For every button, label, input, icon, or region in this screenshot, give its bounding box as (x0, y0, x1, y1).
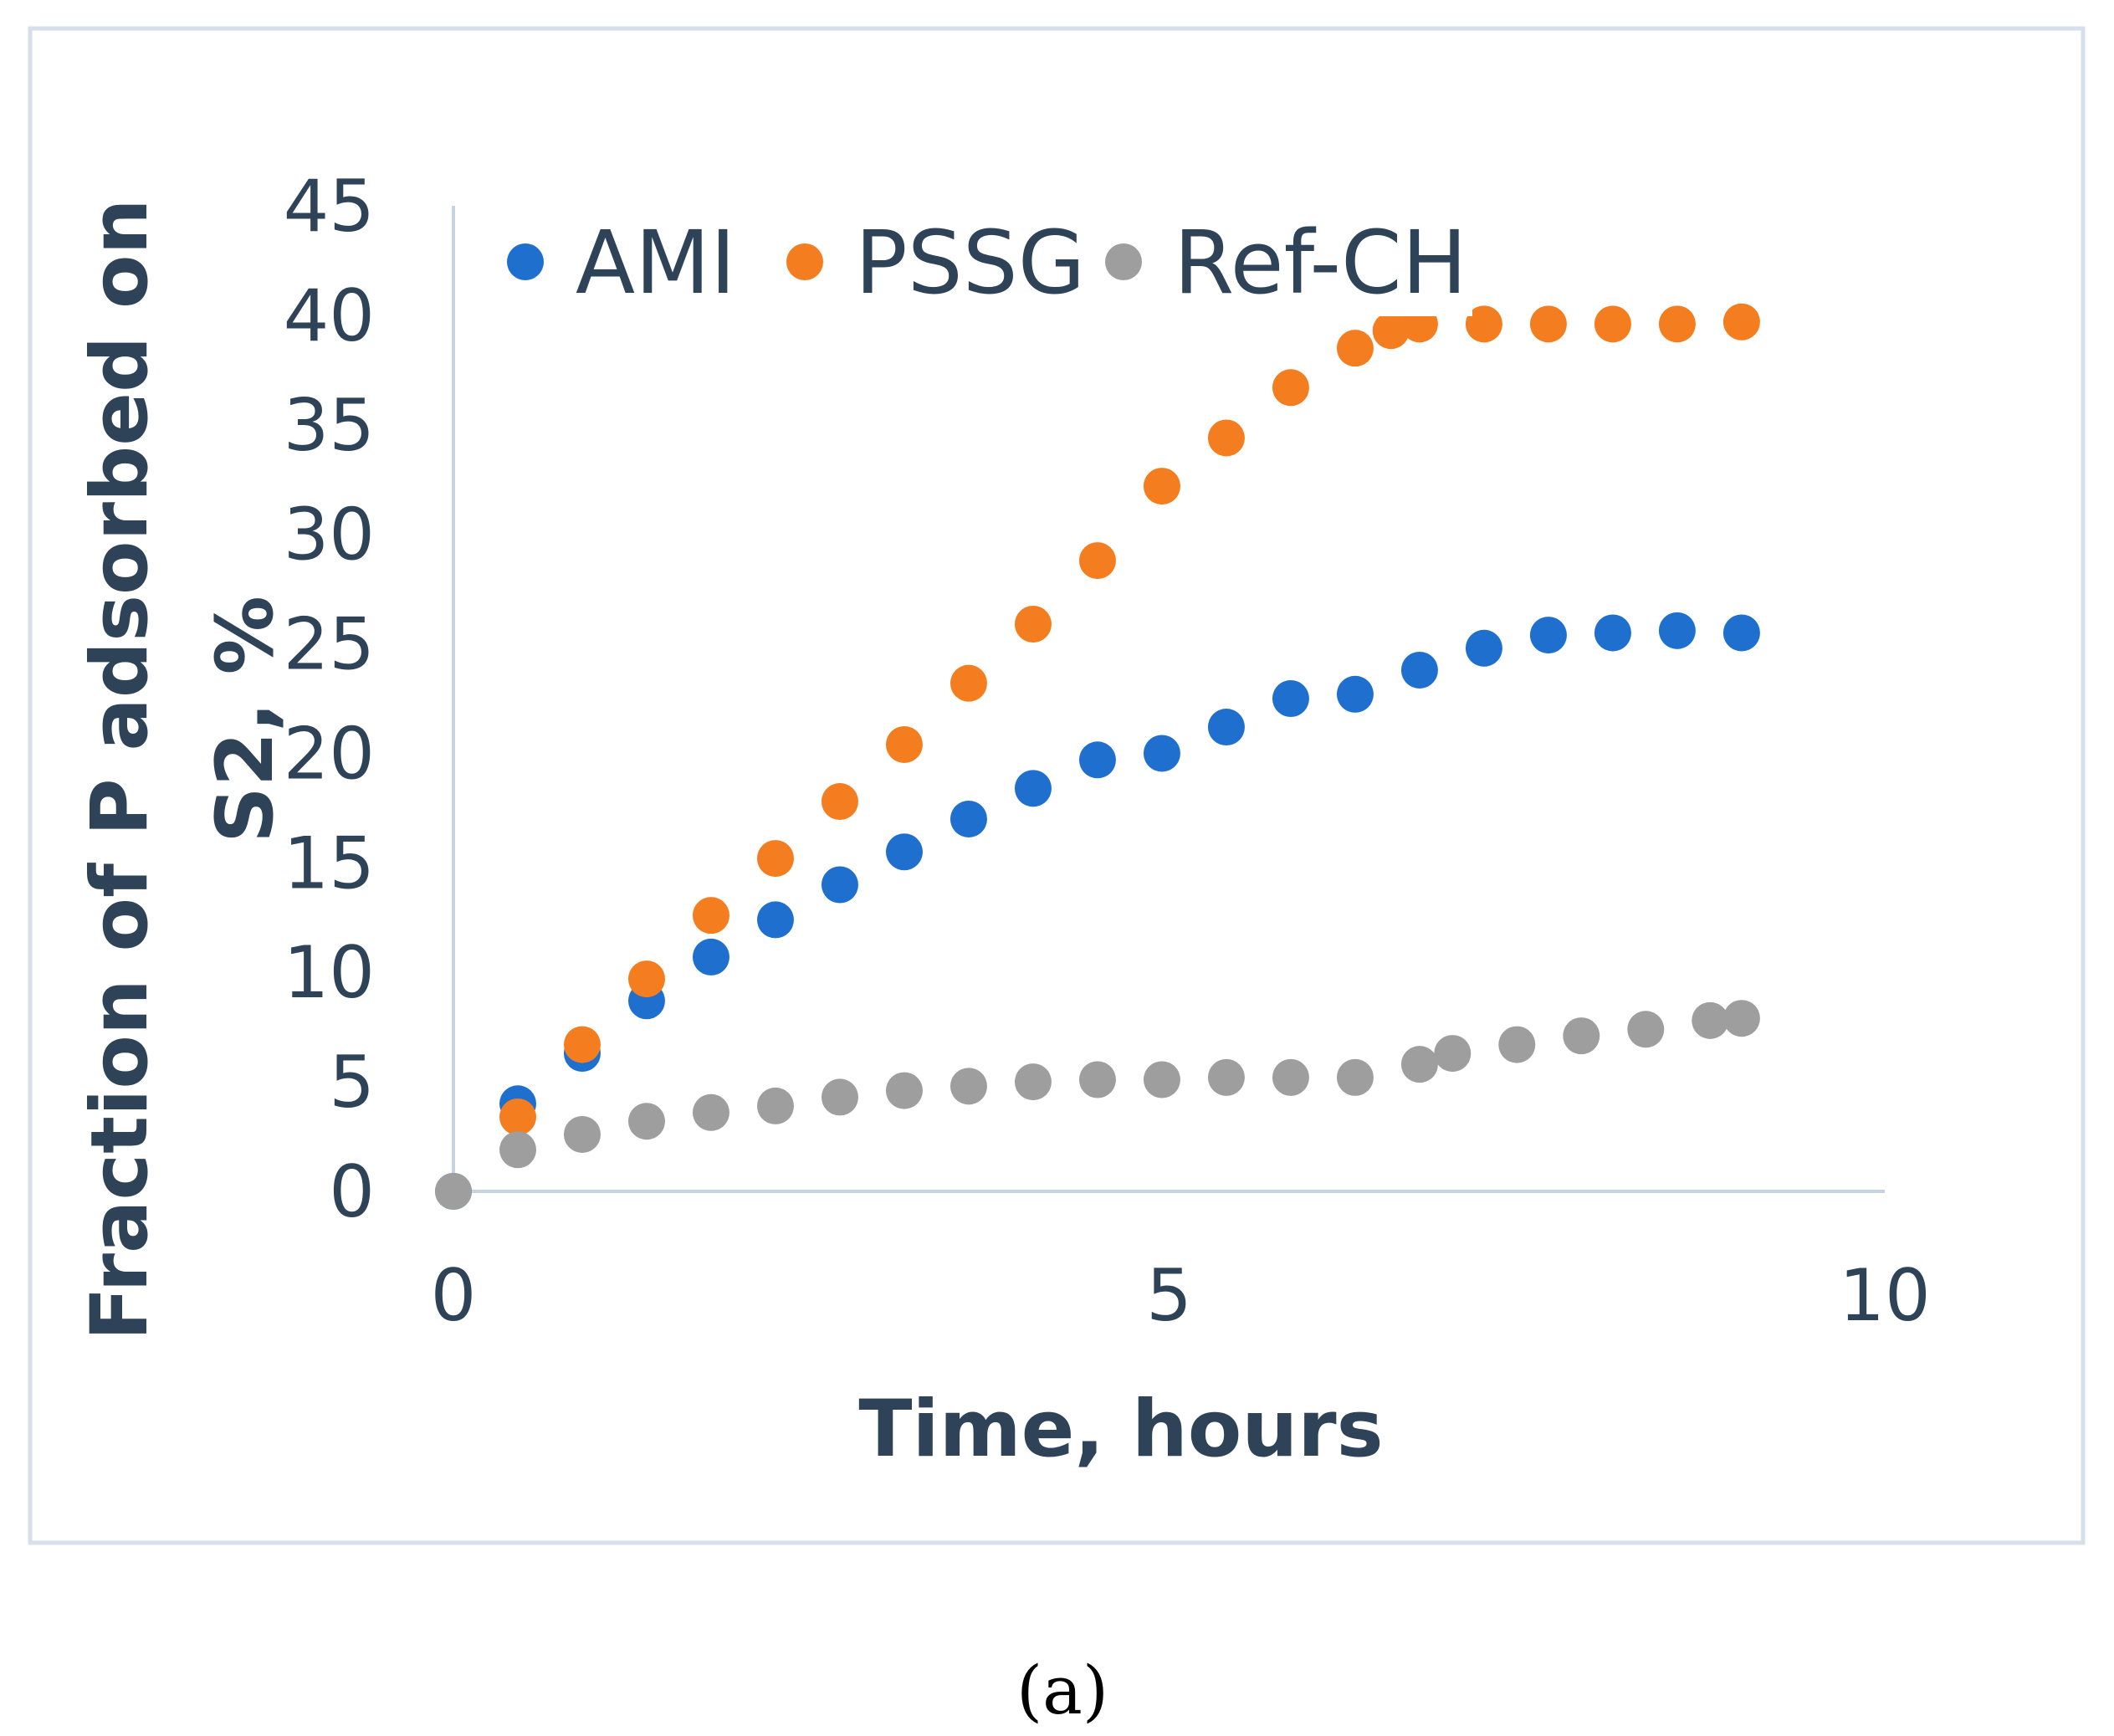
series-pssg (499, 303, 1760, 1135)
legend-label: AMI (576, 212, 736, 314)
data-point (692, 938, 729, 976)
data-point (821, 866, 858, 904)
data-point (950, 800, 987, 837)
data-point (1529, 617, 1567, 654)
data-point (1014, 770, 1052, 807)
y-tick-label: 0 (329, 1150, 375, 1234)
x-tick-labels: 0 5 10 (431, 1254, 1931, 1338)
data-point (821, 783, 858, 821)
data-point (1336, 675, 1374, 713)
data-point (1692, 1001, 1729, 1039)
legend-marker (1105, 243, 1142, 280)
data-point (1594, 305, 1631, 343)
data-point (1207, 709, 1245, 746)
y-tick-label: 30 (284, 494, 375, 577)
data-point (1658, 305, 1696, 343)
data-point (1465, 305, 1502, 343)
legend-label: Ref-CH (1174, 212, 1467, 314)
data-point (1498, 1026, 1536, 1063)
legend: AMI PSSG Ref-CH (468, 191, 1472, 316)
data-point (885, 725, 923, 763)
y-tick-label: 45 (284, 165, 375, 248)
data-point (1722, 303, 1760, 341)
data-point (1272, 369, 1309, 407)
y-tick-label: 20 (284, 712, 375, 796)
data-point (1400, 651, 1438, 689)
data-point (1627, 1011, 1665, 1048)
data-point (1207, 419, 1245, 457)
y-tick-label: 10 (284, 931, 375, 1015)
data-point (1272, 1058, 1309, 1096)
legend-marker (507, 243, 544, 280)
data-point (692, 1093, 729, 1131)
data-point (885, 833, 923, 871)
y-tick-label: 40 (284, 274, 375, 358)
data-point (950, 1068, 987, 1105)
legend-label: PSSG (855, 212, 1085, 314)
data-point (1143, 1061, 1180, 1098)
data-point (1143, 735, 1180, 772)
data-point (1078, 542, 1116, 580)
y-tick-label: 25 (284, 603, 375, 687)
y-tick-label: 15 (284, 822, 375, 905)
x-axis-title: Time, hours (858, 1384, 1383, 1475)
data-point (499, 1098, 536, 1135)
data-point (627, 1103, 665, 1140)
series-layer (435, 303, 1760, 1210)
x-tick-label: 10 (1839, 1254, 1930, 1338)
data-point (756, 840, 794, 878)
data-point (1465, 629, 1502, 667)
x-tick-label: 0 (431, 1254, 477, 1338)
data-point (435, 1173, 472, 1210)
data-point (1529, 305, 1567, 343)
data-point (627, 960, 665, 998)
x-tick-label: 5 (1146, 1254, 1192, 1338)
data-point (1722, 1000, 1760, 1037)
data-point (1400, 1046, 1438, 1083)
y-axis-title-line2: S2, % (200, 596, 291, 843)
data-point (1563, 1017, 1600, 1055)
legend-background (468, 191, 1472, 316)
data-point (1272, 680, 1309, 717)
data-point (1078, 741, 1116, 779)
y-axis-title: Fraction of P adsorbed on (74, 198, 166, 1340)
series-ref-ch (435, 1000, 1760, 1210)
data-point (563, 1115, 601, 1153)
data-point (1143, 468, 1180, 505)
data-point (756, 1087, 794, 1124)
data-point (1207, 1058, 1245, 1096)
data-point (1014, 1063, 1052, 1101)
data-point (1336, 330, 1374, 367)
data-point (1372, 312, 1410, 350)
figure-caption: (a) (1016, 1652, 1108, 1729)
data-point (821, 1078, 858, 1116)
data-point (692, 897, 729, 935)
data-point (1594, 614, 1631, 652)
data-point (1014, 605, 1052, 643)
data-point (885, 1072, 923, 1109)
data-point (950, 664, 987, 702)
data-point (499, 1131, 536, 1169)
data-point (756, 901, 794, 939)
legend-marker (786, 243, 823, 280)
y-tick-label: 5 (329, 1041, 375, 1124)
data-point (1658, 612, 1696, 649)
data-point (563, 1026, 601, 1063)
y-tick-labels: 0 5 10 15 20 25 30 35 40 45 (284, 165, 375, 1234)
data-point (1336, 1058, 1374, 1096)
y-tick-label: 35 (284, 384, 375, 468)
data-point (1434, 1035, 1472, 1073)
data-point (1722, 614, 1760, 652)
data-point (1078, 1061, 1116, 1098)
